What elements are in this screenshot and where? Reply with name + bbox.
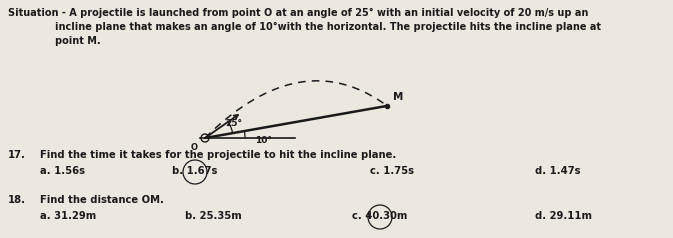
Text: d. 29.11m: d. 29.11m [535,211,592,221]
Text: c. 1.75s: c. 1.75s [370,166,414,176]
Text: 25°: 25° [225,119,242,128]
Text: Find the distance OM.: Find the distance OM. [40,195,164,205]
Text: 17.: 17. [8,150,26,160]
Text: O: O [191,143,198,152]
Text: incline plane that makes an angle of 10°with the horizontal. The projectile hits: incline plane that makes an angle of 10°… [55,22,601,32]
Text: c. 40.30m: c. 40.30m [352,211,408,221]
Text: point M.: point M. [55,36,101,46]
Text: b. 25.35m: b. 25.35m [185,211,242,221]
Text: b. 1.67s: b. 1.67s [172,166,217,176]
Text: Find the time it takes for the projectile to hit the incline plane.: Find the time it takes for the projectil… [40,150,396,160]
Text: M: M [393,92,404,102]
Text: d. 1.47s: d. 1.47s [535,166,581,176]
Text: a. 31.29m: a. 31.29m [40,211,96,221]
Text: Situation - A projectile is launched from point O at an angle of 25° with an ini: Situation - A projectile is launched fro… [8,8,588,18]
Text: a. 1.56s: a. 1.56s [40,166,85,176]
Text: 10°: 10° [255,136,272,145]
Text: 18.: 18. [8,195,26,205]
